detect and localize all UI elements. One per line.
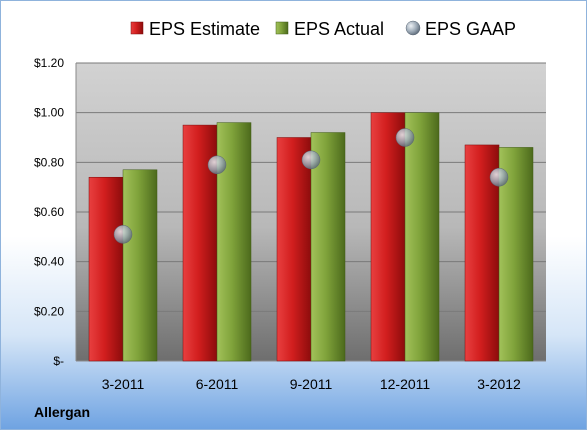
company-label: Allergan: [34, 404, 90, 420]
point-eps-gaap: [489, 167, 509, 187]
x-tick-label: 12-2011: [380, 376, 431, 392]
point-eps-gaap: [301, 150, 321, 170]
y-tick-label: $0.40: [34, 255, 64, 269]
bar-eps-actual: [310, 132, 346, 362]
y-tick-label: $0.20: [34, 304, 64, 318]
legend-label: EPS Actual: [294, 19, 384, 39]
bar-eps-estimate: [276, 137, 312, 362]
point-eps-gaap: [207, 155, 227, 175]
legend-label: EPS GAAP: [425, 19, 516, 39]
bar-eps-estimate: [88, 176, 124, 362]
legend-eps-gaap: EPS GAAP: [405, 19, 516, 39]
bar-eps-actual: [122, 169, 158, 362]
legend-label: EPS Estimate: [149, 19, 260, 39]
legend-swatch: [405, 20, 421, 36]
y-tick-label: $-: [53, 354, 64, 368]
legend-swatch: [130, 21, 144, 35]
y-tick-label: $0.60: [34, 205, 64, 219]
legend-eps-actual: EPS Actual: [275, 19, 384, 39]
bar-eps-estimate: [370, 112, 406, 362]
bar-eps-actual: [404, 112, 440, 362]
point-eps-gaap: [113, 225, 133, 244]
legend-eps-estimate: EPS Estimate: [130, 19, 260, 39]
y-tick-label: $1.00: [34, 106, 64, 120]
legend-swatch: [275, 21, 289, 35]
point-eps-gaap: [395, 128, 415, 147]
x-tick-label: 3-2011: [102, 376, 145, 392]
x-tick-label: 3-2012: [477, 376, 521, 392]
y-tick-label: $1.20: [34, 56, 64, 70]
x-tick-label: 6-2011: [196, 376, 239, 392]
y-tick-label: $0.80: [34, 155, 64, 169]
x-tick-label: 9-2011: [290, 376, 333, 392]
